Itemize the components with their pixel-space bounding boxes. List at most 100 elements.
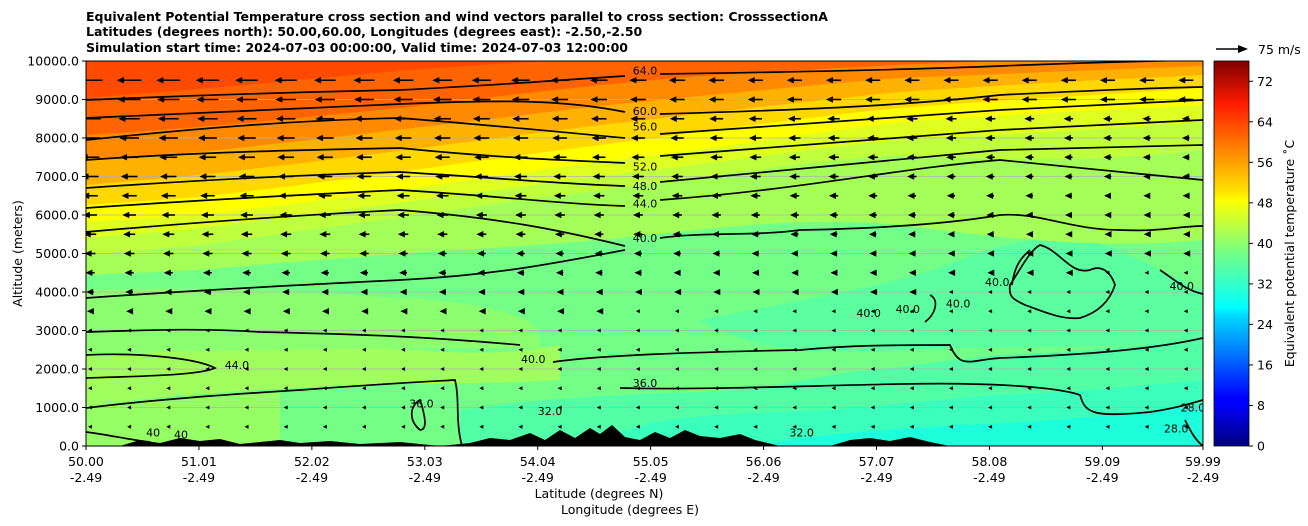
- wind-vector: [753, 405, 758, 410]
- wind-vector: [1183, 405, 1188, 410]
- wind-vector: [518, 424, 523, 429]
- wind-vector: [244, 328, 249, 333]
- wind-vector: [322, 424, 327, 429]
- wind-vectors: [86, 77, 1194, 429]
- wind-vector-head: [1143, 231, 1151, 238]
- wind-vector-head: [555, 250, 563, 257]
- wind-vector: [988, 347, 993, 352]
- wind-vector: [909, 405, 914, 410]
- wind-vector-head: [476, 250, 484, 257]
- wind-vector: [244, 367, 249, 371]
- wind-vector-head: [471, 77, 479, 84]
- wind-vector-head: [276, 134, 284, 142]
- wind-vector: [361, 386, 366, 391]
- wind-vector-head: [120, 173, 128, 180]
- wind-vector: [909, 386, 914, 391]
- wind-vector-head: [163, 269, 171, 276]
- wind-vector-head: [751, 231, 759, 238]
- wind-vector-head: [711, 192, 719, 199]
- contour-label: 32.0: [789, 426, 814, 439]
- wind-vector-head: [275, 115, 283, 122]
- wind-vector-head: [1025, 192, 1033, 199]
- wind-vector-head: [357, 211, 365, 219]
- plot-area: 64.0 60.0 56.0 52.0 48.0 44.0 40.0 40.0 36.0 36.0…: [86, 61, 1203, 446]
- terrain: [120, 425, 950, 446]
- wind-vector-head: [634, 269, 642, 276]
- wind-vector: [1105, 424, 1110, 429]
- x-tick-label-lat: 57.07: [859, 454, 895, 469]
- y-tick-label: 1000.0: [35, 400, 79, 415]
- wind-vector-head: [829, 231, 837, 238]
- wind-vector: [675, 328, 680, 333]
- wind-vector-head: [672, 231, 680, 238]
- contour-label: 40.0: [633, 232, 658, 245]
- wind-vector: [322, 347, 327, 352]
- wind-vector-head: [594, 231, 602, 238]
- wind-vector-head: [830, 288, 838, 296]
- wind-vector-head: [1143, 173, 1151, 180]
- wind-vector-head: [671, 173, 679, 180]
- wind-vector-head: [1182, 173, 1190, 180]
- wind-vector: [479, 347, 484, 352]
- wind-vector-head: [1064, 154, 1072, 161]
- wind-vector: [1066, 367, 1071, 371]
- wind-vector-head: [906, 134, 914, 142]
- wind-vector: [831, 309, 836, 314]
- wind-vector-head: [869, 250, 877, 257]
- wind-vector-head: [592, 154, 600, 161]
- wind-vector: [557, 405, 562, 410]
- wind-vector-head: [1182, 192, 1190, 199]
- wind-vector-head: [946, 192, 954, 199]
- wind-vector-head: [361, 308, 369, 315]
- colorbar-tick-label: 0: [1257, 439, 1265, 454]
- wind-vector: [1105, 328, 1110, 333]
- wind-vector-head: [787, 115, 795, 122]
- x-axis-label-longitude: Longitude (degrees E): [561, 502, 699, 517]
- wind-vector-head: [86, 308, 94, 315]
- wind-vector-head: [1025, 211, 1033, 219]
- colorbar-ticks: 0 8 16 24 32 40 48 56 64 72: [1249, 74, 1273, 454]
- x-tick-label-lat: 55.05: [633, 454, 669, 469]
- wind-vector: [244, 386, 249, 391]
- wind-vector-head: [165, 308, 173, 315]
- wind-vector: [831, 405, 836, 410]
- wind-vector-head: [123, 250, 131, 257]
- wind-vector-head: [157, 115, 165, 122]
- wind-vector-head: [434, 154, 442, 161]
- wind-vector: [557, 386, 562, 391]
- wind-vector-head: [1139, 77, 1147, 84]
- wind-vector: [948, 347, 953, 352]
- wind-vector-head: [314, 96, 322, 103]
- wind-vector-head: [589, 77, 597, 84]
- wind-vector-head: [393, 96, 401, 103]
- wind-vector: [948, 290, 953, 294]
- wind-vector-head: [591, 115, 599, 122]
- x-tick-label-lon: -2.49: [296, 470, 328, 485]
- wind-vector-head: [629, 96, 637, 103]
- wind-vector: [753, 367, 758, 371]
- wind-vector-head: [203, 288, 211, 296]
- wind-vector: [518, 347, 523, 352]
- wind-vector: [166, 367, 171, 371]
- contour-label: 40.0: [896, 303, 921, 316]
- wind-vector: [1144, 424, 1149, 429]
- wind-vector-head: [318, 192, 326, 199]
- wind-vector-head: [280, 231, 288, 238]
- wind-vector-head: [197, 115, 205, 122]
- wind-vector-head: [711, 211, 719, 219]
- wind-vector: [596, 424, 601, 429]
- wind-vector: [870, 328, 875, 333]
- wind-vector: [635, 424, 640, 429]
- wind-vector: [361, 328, 366, 333]
- wind-vector: [127, 347, 132, 352]
- wind-vector-head: [945, 134, 953, 142]
- wind-vector: [753, 424, 758, 429]
- wind-vector-head: [318, 211, 326, 219]
- wind-vector-head: [634, 288, 642, 296]
- wind-vector-head: [86, 173, 89, 180]
- colorbar-tick-label: 16: [1257, 357, 1273, 372]
- wind-vector-head: [86, 231, 91, 238]
- wind-vector-head: [828, 154, 836, 161]
- contour-label: 52.0: [633, 161, 658, 174]
- wind-vector-head: [1181, 134, 1189, 142]
